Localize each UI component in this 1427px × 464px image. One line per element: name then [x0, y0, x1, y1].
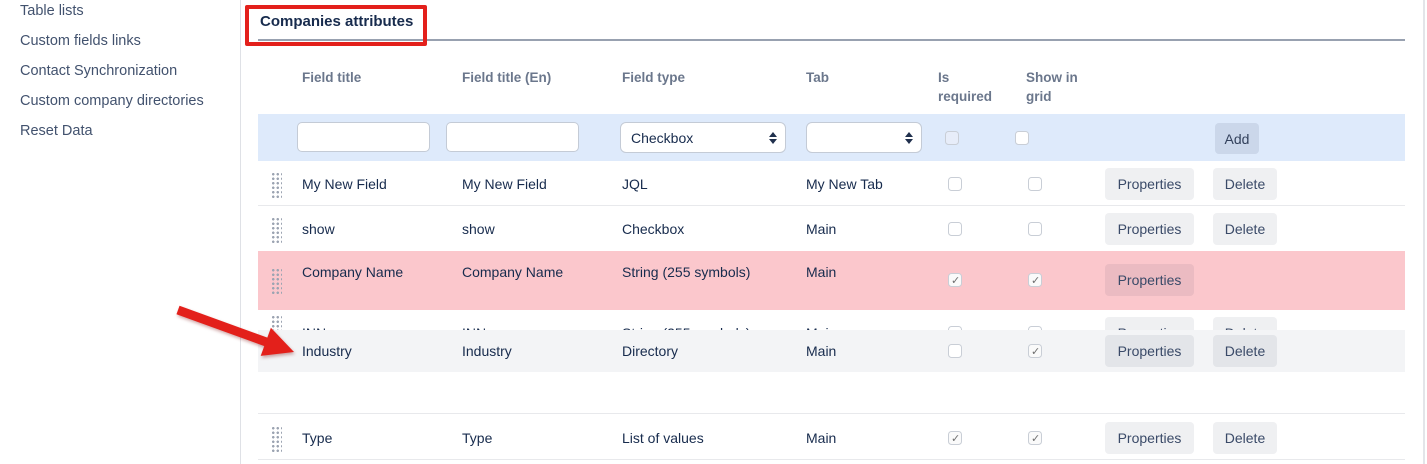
cell-field-title-en: My New Field — [462, 176, 547, 192]
show-in-grid-checkbox[interactable] — [1028, 273, 1042, 287]
is-required-checkbox[interactable] — [948, 177, 962, 191]
delete-button[interactable]: Delete — [1213, 335, 1277, 367]
cell-tab: Main — [806, 343, 837, 359]
show-in-grid-checkbox[interactable] — [1015, 131, 1029, 145]
table-row-inn-clipped: INN INN String (255 symbols) Main Proper… — [258, 310, 1405, 330]
select-stepper-icon — [769, 131, 777, 144]
delete-button[interactable]: Delete — [1213, 317, 1277, 330]
cell-tab: Main — [806, 264, 837, 280]
field-title-en-input[interactable] — [446, 122, 579, 152]
show-in-grid-checkbox[interactable] — [1028, 344, 1042, 358]
cell-field-title: Industry — [302, 343, 352, 359]
sidebar-item-table-lists[interactable]: Table lists — [20, 3, 84, 19]
show-in-grid-checkbox[interactable] — [1028, 431, 1042, 445]
is-required-checkbox[interactable] — [948, 344, 962, 358]
properties-button[interactable]: Properties — [1105, 264, 1194, 296]
cell-tab: Main — [806, 221, 837, 237]
drag-handle-icon[interactable] — [270, 171, 282, 198]
cell-field-type: Checkbox — [622, 221, 685, 237]
cell-field-title: My New Field — [302, 176, 387, 192]
cell-field-title-en: Industry — [462, 343, 512, 359]
add-field-row: Checkbox Add — [258, 114, 1405, 161]
delete-button[interactable]: Delete — [1213, 213, 1277, 245]
add-button[interactable]: Add — [1215, 123, 1259, 154]
column-header-field-type: Field type — [622, 70, 686, 85]
field-title-input[interactable] — [297, 122, 430, 152]
cell-field-title: INN — [302, 324, 452, 330]
sidebar-item-contact-synchronization[interactable]: Contact Synchronization — [20, 63, 178, 79]
cell-field-title-en: show — [462, 221, 495, 237]
field-type-select-value: Checkbox — [631, 129, 694, 146]
cell-tab: Main — [806, 430, 837, 446]
sidebar-divider — [240, 0, 241, 464]
cell-field-title: show — [302, 221, 335, 237]
column-header-tab: Tab — [806, 70, 829, 85]
viewport-right-edge — [1423, 0, 1425, 464]
cell-field-title: Company Name — [302, 264, 404, 280]
sidebar-item-custom-fields-links[interactable]: Custom fields links — [20, 33, 141, 49]
cell-field-title-en: INN — [462, 324, 612, 330]
cell-field-type: String (255 symbols) — [622, 324, 754, 330]
settings-sidebar: Table lists Custom fields links Contact … — [0, 0, 240, 464]
cell-field-type: String (255 symbols) — [622, 264, 751, 280]
sidebar-item-custom-company-directories[interactable]: Custom company directories — [20, 93, 204, 109]
table-row-industry: Industry Industry Directory Main Propert… — [258, 330, 1405, 372]
drag-handle-icon[interactable] — [270, 267, 282, 294]
is-required-checkbox[interactable] — [948, 273, 962, 287]
drag-handle-icon[interactable] — [270, 216, 282, 243]
field-type-select[interactable]: Checkbox — [620, 122, 786, 153]
show-in-grid-checkbox[interactable] — [1028, 222, 1042, 236]
show-in-grid-checkbox[interactable] — [1028, 326, 1042, 330]
drag-handle-icon[interactable] — [270, 425, 282, 452]
properties-button[interactable]: Properties — [1105, 168, 1194, 200]
table-row-type: Type Type List of values Main Properties… — [258, 413, 1405, 460]
column-header-field-title: Field title — [302, 70, 362, 85]
title-underline — [258, 39, 1405, 41]
cell-field-title-en: Company Name — [462, 264, 564, 280]
is-required-checkbox[interactable] — [945, 131, 959, 145]
properties-button[interactable]: Properties — [1105, 422, 1194, 454]
show-in-grid-checkbox[interactable] — [1028, 177, 1042, 191]
table-row-company-name: Company Name Company Name String (255 sy… — [258, 251, 1405, 310]
properties-button[interactable]: Properties — [1105, 335, 1194, 367]
column-header-is-required: Is required — [938, 70, 993, 104]
select-stepper-icon — [905, 131, 913, 144]
cell-tab: Main — [806, 324, 916, 330]
is-required-checkbox[interactable] — [948, 222, 962, 236]
cell-tab: My New Tab — [806, 176, 883, 192]
tab-select[interactable] — [806, 122, 922, 153]
cell-field-title-en: Type — [462, 430, 493, 446]
cell-field-title: Type — [302, 430, 333, 446]
cell-field-type: JQL — [622, 176, 648, 192]
properties-button[interactable]: Properties — [1105, 213, 1194, 245]
drag-handle-icon[interactable] — [270, 314, 282, 330]
table-row-show: show show Checkbox Main Properties Delet… — [258, 206, 1405, 251]
properties-button[interactable]: Properties — [1105, 317, 1194, 330]
column-header-field-title-en: Field title (En) — [462, 70, 552, 85]
table-row-my-new-field: My New Field My New Field JQL My New Tab… — [258, 161, 1405, 206]
delete-button[interactable]: Delete — [1213, 168, 1277, 200]
cell-field-type: List of values — [622, 430, 704, 446]
cell-field-type: Directory — [622, 343, 679, 359]
is-required-checkbox[interactable] — [948, 326, 962, 330]
sidebar-item-reset-data[interactable]: Reset Data — [20, 123, 93, 139]
delete-button[interactable]: Delete — [1213, 422, 1277, 454]
column-header-show-in-grid: Show in grid — [1026, 70, 1078, 104]
is-required-checkbox[interactable] — [948, 431, 962, 445]
page-title: Companies attributes — [260, 13, 414, 30]
